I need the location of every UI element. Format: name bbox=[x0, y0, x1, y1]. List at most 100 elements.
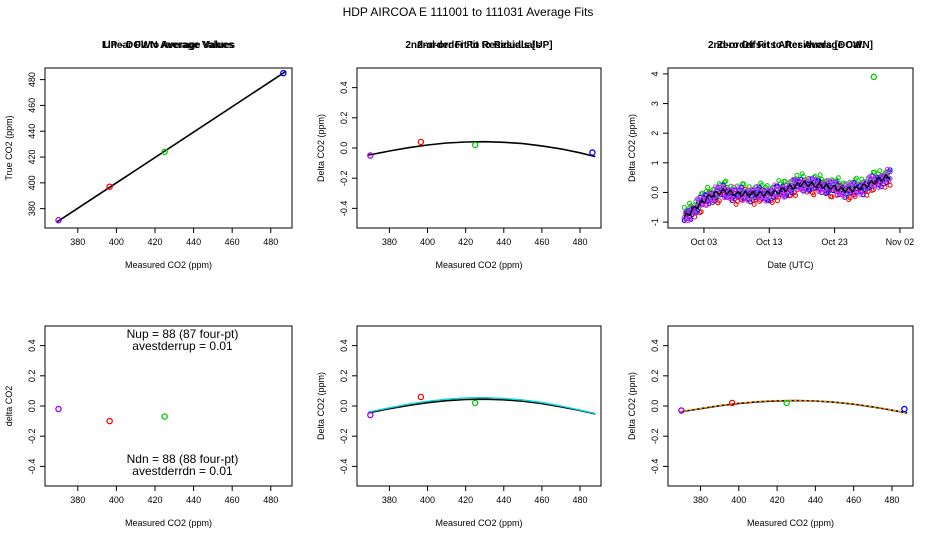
plot-frame bbox=[356, 67, 602, 229]
x-tick-label: 440 bbox=[496, 237, 511, 247]
series-point bbox=[723, 178, 729, 184]
series-point bbox=[854, 175, 859, 181]
x-axis-label: Date (UTC) bbox=[767, 260, 813, 270]
series-point bbox=[852, 191, 858, 197]
y-tick-label: 0.4 bbox=[339, 81, 349, 94]
panel-residual-fit-up: 2nd-order Fit to Residuals [UP] Measured… bbox=[316, 40, 602, 528]
series-point bbox=[755, 187, 761, 193]
series-point bbox=[764, 183, 770, 189]
avestderrup-annotation: avestderrup = 0.01 bbox=[132, 339, 233, 353]
series-point bbox=[868, 175, 874, 181]
x-tick-label: 400 bbox=[731, 495, 746, 505]
y-tick-label: 420 bbox=[27, 150, 37, 165]
series-point bbox=[808, 176, 814, 181]
x-axis-label: Measured CO2 (ppm) bbox=[125, 260, 212, 270]
series-point bbox=[756, 184, 762, 190]
page-title: HDP AIRCOA E 111001 to 111031 Average Fi… bbox=[343, 5, 594, 19]
series-point bbox=[847, 195, 853, 201]
series-point bbox=[789, 179, 795, 185]
series-point bbox=[754, 193, 760, 199]
y-axis: -0.4 -0.2 0.0 0.2 0.4 bbox=[339, 339, 357, 474]
data-point bbox=[471, 399, 479, 407]
series-point bbox=[882, 178, 888, 184]
x-axis: 380 400 420 440 460 480 bbox=[382, 228, 588, 247]
data-point bbox=[280, 69, 287, 77]
y-tick-label: 1 bbox=[650, 160, 660, 165]
data-point bbox=[417, 393, 425, 401]
series-point bbox=[870, 183, 876, 189]
series-point bbox=[799, 187, 805, 193]
series-point bbox=[802, 178, 808, 184]
series-point bbox=[745, 198, 751, 204]
series-point bbox=[829, 194, 835, 200]
fit-line-linear-fit bbox=[56, 70, 287, 223]
data-point bbox=[106, 417, 113, 425]
x-tick-label: 480 bbox=[884, 495, 899, 505]
y-tick-label: 440 bbox=[27, 124, 37, 139]
series-point bbox=[692, 210, 698, 216]
panel-residual-fit-down: 2nd-order Fit to Residuals [DOWN] Measur… bbox=[627, 40, 914, 528]
series-point bbox=[719, 183, 725, 189]
y-tick-label: 400 bbox=[27, 175, 37, 190]
y-axis: -0.4 -0.2 0.0 0.2 0.4 bbox=[339, 81, 357, 216]
nup-annotation: Nup = 88 (87 four-pt) bbox=[127, 327, 239, 341]
series-point bbox=[807, 187, 813, 193]
x-tick-label: 400 bbox=[109, 495, 124, 505]
series-point bbox=[859, 190, 865, 196]
x-tick-label: 460 bbox=[534, 237, 549, 247]
fit-line-fit-down bbox=[679, 399, 908, 414]
x-tick-label: 380 bbox=[70, 237, 85, 247]
series-point bbox=[763, 198, 769, 204]
series-point bbox=[813, 177, 819, 182]
series-point bbox=[772, 182, 778, 188]
x-axis-label: Measured CO2 (ppm) bbox=[747, 518, 834, 528]
series-point bbox=[705, 184, 711, 190]
series-point bbox=[728, 195, 734, 201]
y-tick-label: 4 bbox=[650, 71, 660, 76]
x-tick-label: 480 bbox=[573, 237, 588, 247]
y-tick-label: 2 bbox=[650, 131, 660, 136]
x-axis: 380 400 420 440 460 480 bbox=[382, 486, 588, 505]
y-tick-label: 3 bbox=[650, 101, 660, 106]
y-axis: -0.4 -0.2 0.0 0.2 0.4 bbox=[650, 339, 668, 474]
series-point bbox=[811, 192, 817, 198]
plot-frame bbox=[44, 67, 293, 229]
data-point bbox=[678, 407, 685, 414]
series-point bbox=[872, 169, 878, 175]
y-tick-label: 0.4 bbox=[650, 339, 660, 352]
series-point bbox=[790, 176, 796, 182]
y-tick-label: 460 bbox=[27, 98, 37, 113]
x-axis-label: Measured CO2 (ppm) bbox=[125, 518, 212, 528]
y-tick-label: 0.0 bbox=[27, 400, 37, 413]
x-tick-label: 460 bbox=[846, 495, 861, 505]
x-axis: 380 400 420 440 460 480 bbox=[70, 486, 278, 505]
x-tick-label: 480 bbox=[263, 237, 278, 247]
panel-zero-offsets: Zero Offsets After Average Cal. Date (UT… bbox=[627, 40, 914, 270]
series-point bbox=[741, 181, 747, 187]
data-point bbox=[55, 405, 62, 413]
x-tick-label: 380 bbox=[70, 495, 85, 505]
y-tick-label: 0.4 bbox=[339, 339, 349, 352]
x-tick-label: 380 bbox=[382, 495, 397, 505]
x-tick-label: 420 bbox=[458, 237, 473, 247]
x-tick-label: 460 bbox=[225, 237, 240, 247]
plot-frame bbox=[356, 325, 602, 487]
x-tick-label: 440 bbox=[808, 495, 823, 505]
y-axis-label: Delta CO2 (ppm) bbox=[316, 372, 326, 440]
y-tick-label: 0.0 bbox=[339, 142, 349, 155]
panel-residual-fit: 2nd-order Fit to Residuals Measured CO2 … bbox=[316, 40, 602, 270]
x-tick-label: 440 bbox=[186, 237, 201, 247]
x-tick-label: Nov 02 bbox=[886, 237, 915, 247]
data-point bbox=[55, 217, 62, 224]
data-point bbox=[367, 411, 374, 419]
series-point bbox=[850, 181, 856, 186]
y-axis-label: Delta CO2 (ppm) bbox=[627, 114, 637, 182]
trend-line bbox=[683, 174, 891, 218]
series-point bbox=[687, 200, 692, 206]
series-point bbox=[687, 216, 692, 222]
panel-title: 2nd-order Fit to Residuals bbox=[417, 40, 541, 51]
y-axis: 380 400 420 440 460 480 bbox=[27, 72, 45, 216]
x-tick-label: 440 bbox=[186, 495, 201, 505]
y-axis: -1 0.0 1 2 3 4 bbox=[650, 71, 668, 226]
y-tick-label: 0.0 bbox=[650, 186, 660, 199]
